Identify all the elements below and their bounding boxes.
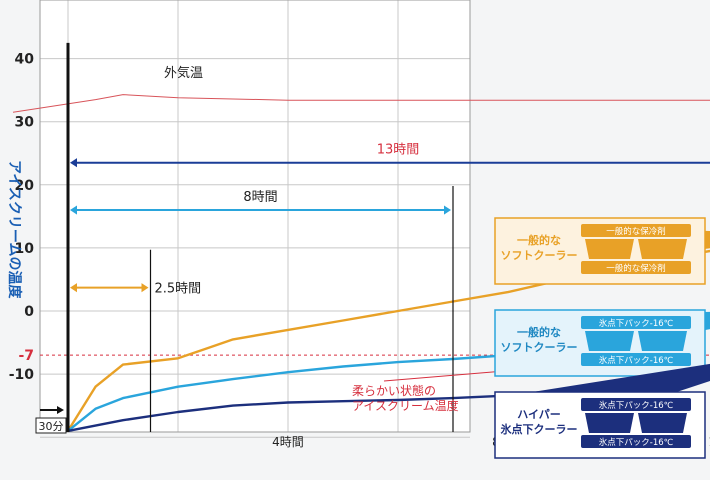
cooler-icon: 氷点下パック-16℃ 氷点下パック-16℃ bbox=[581, 398, 691, 448]
y-tick-label: -10 bbox=[9, 367, 35, 383]
icon-label-top: 氷点下パック-16℃ bbox=[599, 318, 674, 329]
span-arrow-right bbox=[141, 283, 149, 293]
reference-tick-label: -7 bbox=[18, 348, 34, 364]
icon-label-bottom: 氷点下パック-16℃ bbox=[599, 437, 674, 448]
start-label-box bbox=[35, 417, 67, 434]
y-tick-label: 40 bbox=[15, 52, 35, 68]
span-label: 2.5時間 bbox=[155, 282, 202, 297]
span-arrow-left bbox=[70, 158, 77, 168]
start-arrow-head bbox=[57, 406, 64, 414]
icon-label-bar-bottom bbox=[581, 261, 691, 274]
plot-area bbox=[40, 0, 470, 432]
y-axis-label: アイスクリームの温度 bbox=[6, 160, 23, 299]
icon-label-bar-top bbox=[581, 316, 691, 329]
span-label: 8時間 bbox=[243, 190, 277, 205]
cooler-half-left bbox=[585, 413, 634, 433]
icon-label-bottom: 一般的な保冷剤 bbox=[606, 263, 666, 274]
span-2: 2.5時間 bbox=[70, 282, 201, 297]
span-arrow-left bbox=[70, 283, 77, 293]
start-label: 30分 bbox=[39, 420, 64, 433]
cooler-icon: 氷点下パック-16℃ 氷点下パック-16℃ bbox=[581, 316, 691, 366]
cooler-half-left bbox=[585, 331, 634, 351]
span-0: 13時間 bbox=[70, 143, 710, 168]
icon-label-top: 氷点下パック-16℃ bbox=[599, 400, 674, 411]
y-tick-label: 0 bbox=[24, 304, 34, 320]
cooler-half-right bbox=[638, 413, 687, 433]
span-label: 13時間 bbox=[377, 143, 420, 158]
legend-title: ハイパー氷点下クーラー bbox=[501, 408, 578, 436]
legend-title: 一般的なソフトクーラー bbox=[501, 233, 578, 262]
span-arrow-right bbox=[444, 205, 451, 215]
span-arrow-left bbox=[70, 205, 77, 215]
outside-temp-label: 外気温 bbox=[164, 65, 203, 81]
cooler-half-left bbox=[585, 239, 634, 259]
soft-state-label: 柔らかい状態のアイスクリーム温度 bbox=[352, 383, 459, 413]
legend-title: 一般的なソフトクーラー bbox=[501, 325, 578, 354]
icon-label-bar-top bbox=[581, 224, 691, 237]
icon-label-bar-top bbox=[581, 398, 691, 411]
start-marker: 30分 bbox=[35, 406, 67, 434]
icon-label-bar-bottom bbox=[581, 435, 691, 448]
y-tick-label: 30 bbox=[15, 115, 35, 131]
x-tick-label: 12時間 bbox=[708, 435, 710, 449]
icon-label-bottom: 氷点下パック-16℃ bbox=[599, 355, 674, 366]
series-line-0 bbox=[12, 94, 710, 113]
legend: 一般的なソフトクーラー一般的な保冷剤一般的な保冷剤一般的なソフトクーラー氷点下パ… bbox=[494, 217, 710, 459]
cooler-half-right bbox=[638, 239, 687, 259]
plot-border bbox=[39, 0, 471, 433]
y-tick-label: 20 bbox=[15, 178, 35, 194]
y-tick-label: 10 bbox=[15, 241, 35, 257]
span-1: 8時間 bbox=[70, 190, 451, 215]
x-tick-label: 4時間 bbox=[272, 435, 304, 449]
icon-label-top: 一般的な保冷剤 bbox=[606, 226, 666, 237]
cooler-half-right bbox=[638, 331, 687, 351]
chart: 403020100-10-74時間8時間12時間アイスクリームの温度13時間8時… bbox=[6, 0, 710, 449]
icon-label-bar-bottom bbox=[581, 353, 691, 366]
